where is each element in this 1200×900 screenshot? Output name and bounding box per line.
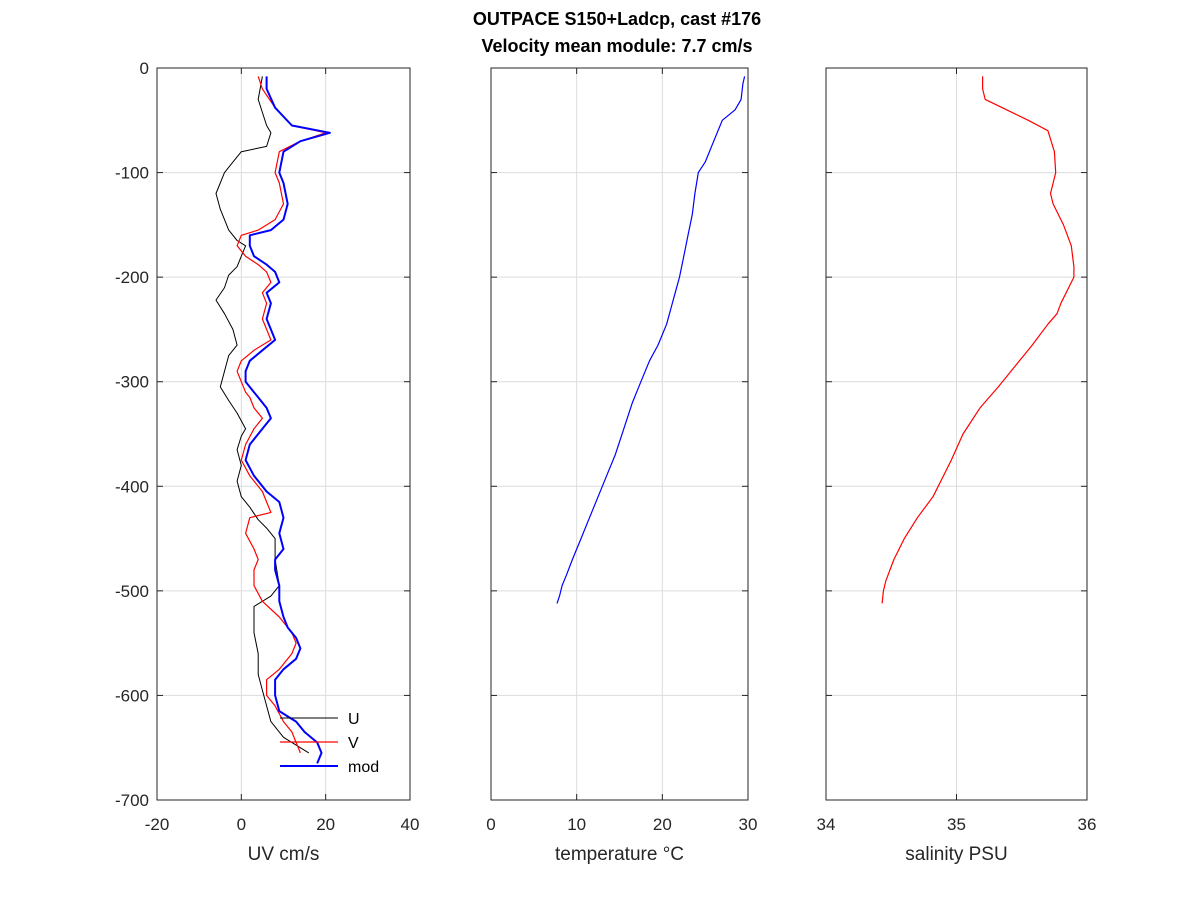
tick-label-y: 0 bbox=[140, 59, 149, 78]
tick-label-x: 10 bbox=[567, 815, 586, 834]
series-line-U bbox=[215, 76, 310, 754]
subplot-3: 34 35 36 salinity PSU bbox=[817, 67, 1097, 865]
series-line-V bbox=[236, 76, 327, 754]
tick-label-x: 36 bbox=[1078, 815, 1097, 834]
tick-label-y: -700 bbox=[115, 791, 149, 810]
series-line-1 bbox=[881, 76, 1075, 604]
tick-label-y: -300 bbox=[115, 373, 149, 392]
x-axis-label: salinity PSU bbox=[905, 844, 1007, 865]
subplot-2: 0 10 20 30 temperature °C bbox=[486, 67, 758, 865]
x-axis-label: UV cm/s bbox=[248, 844, 320, 865]
tick-label-x: 0 bbox=[237, 815, 246, 834]
tick-label-y: -100 bbox=[115, 164, 149, 183]
tick-label-y: -500 bbox=[115, 582, 149, 601]
tick-label-x: 0 bbox=[486, 815, 495, 834]
tick-label-y: -600 bbox=[115, 686, 149, 705]
tick-label-x: 20 bbox=[316, 815, 335, 834]
tick-label-x: 30 bbox=[739, 815, 758, 834]
tick-label-x: 20 bbox=[653, 815, 672, 834]
tick-label-x: 35 bbox=[947, 815, 966, 834]
legend-label-U: U bbox=[348, 711, 360, 728]
figure-title-line-2: Velocity mean module: 7.7 cm/s bbox=[481, 36, 752, 56]
legend-label-mod: mod bbox=[348, 759, 379, 776]
axes-frame bbox=[490, 67, 749, 801]
tick-label-x: 40 bbox=[401, 815, 420, 834]
subplot-group: -20 0 20 40-700-600-500-400-300-200-1000UV … bbox=[115, 59, 1096, 865]
tick-label-y: -200 bbox=[115, 268, 149, 287]
tick-label-x: 34 bbox=[817, 815, 836, 834]
subplot-1: -20 0 20 40-700-600-500-400-300-200-1000UV … bbox=[115, 59, 419, 865]
x-axis-label: temperature °C bbox=[555, 844, 684, 865]
axes-frame bbox=[156, 67, 411, 801]
legend-label-V: V bbox=[348, 735, 359, 752]
tick-label-y: -400 bbox=[115, 477, 149, 496]
series-line-mod bbox=[244, 76, 331, 764]
series-line-1 bbox=[556, 76, 746, 604]
figure-title-line-1: OUTPACE S150+Ladcp, cast #176 bbox=[473, 9, 761, 29]
tick-label-x: -20 bbox=[145, 815, 170, 834]
